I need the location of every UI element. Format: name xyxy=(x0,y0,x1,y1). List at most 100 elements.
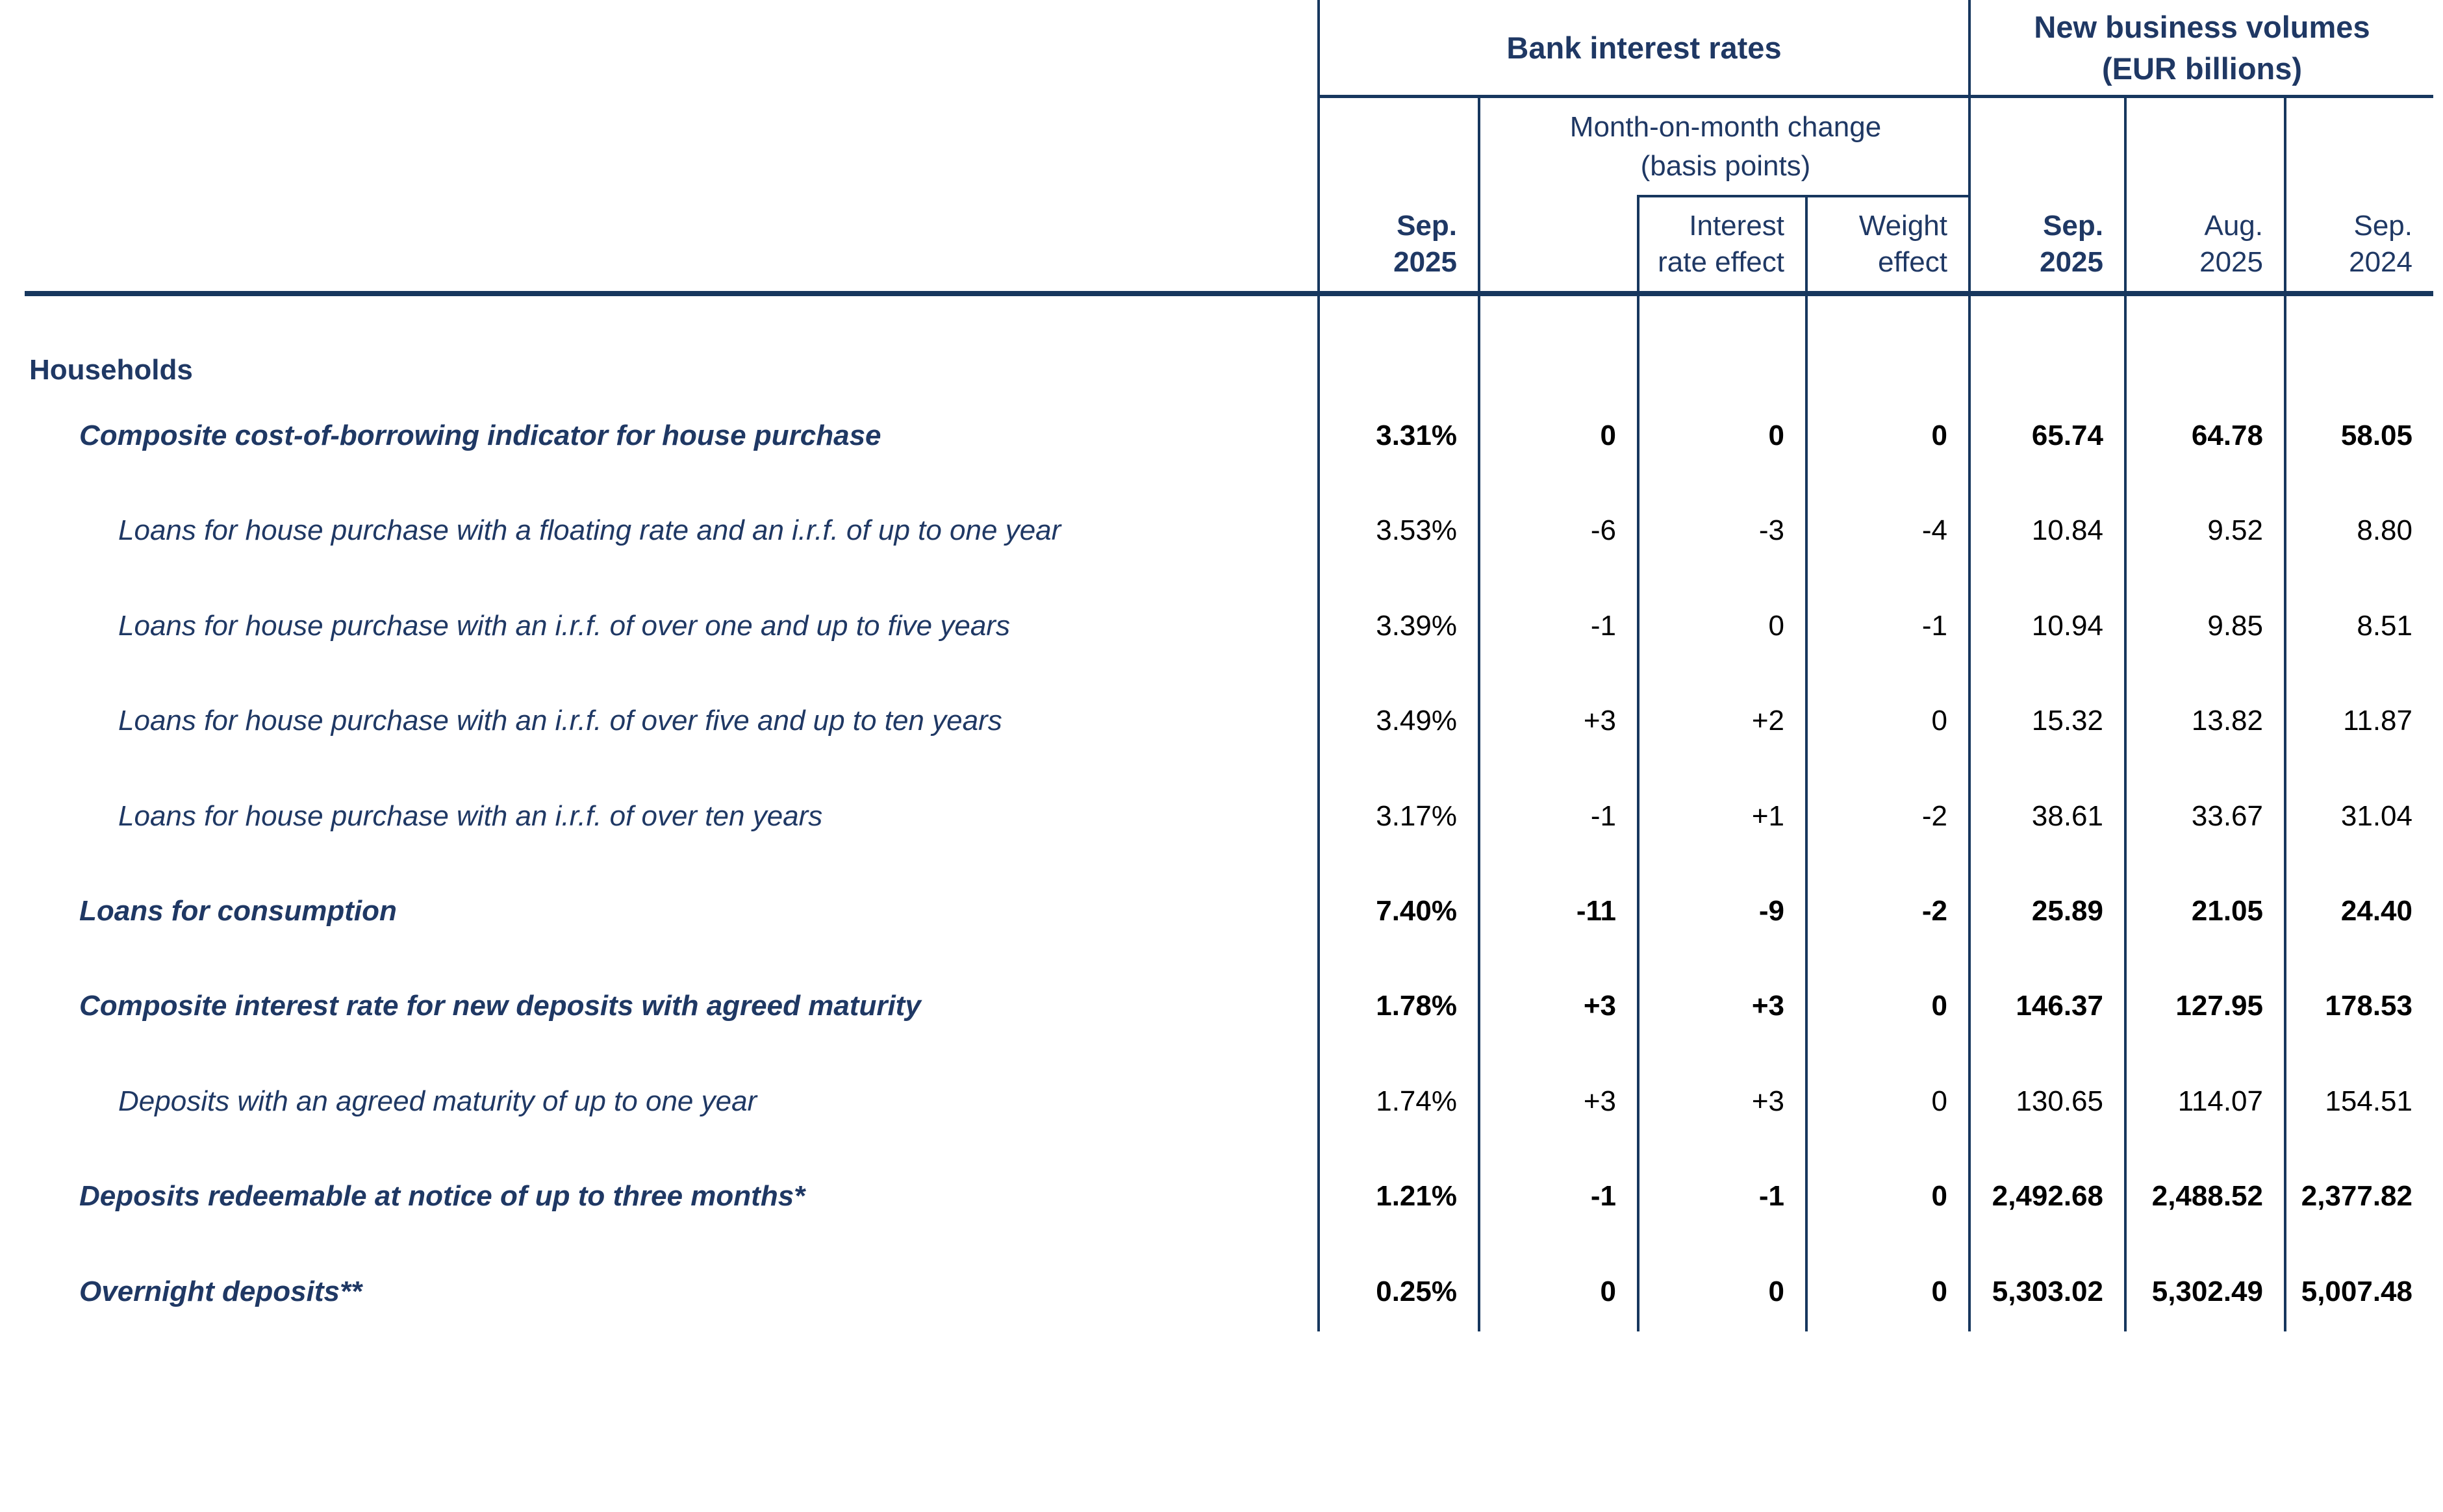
table-cell: 9.85 xyxy=(2207,610,2263,642)
mom-line2: (basis points) xyxy=(1640,150,1811,182)
row-label: Loans for consumption xyxy=(79,895,397,927)
table-cell: -1 xyxy=(1758,1180,1784,1212)
table-cell: +3 xyxy=(1583,1085,1616,1117)
table-cell: +3 xyxy=(1583,990,1616,1022)
table-cell: -11 xyxy=(1576,895,1616,927)
table-cell: 154.51 xyxy=(2325,1085,2412,1117)
row-label: Overnight deposits** xyxy=(79,1276,362,1307)
table-cell: +3 xyxy=(1751,990,1784,1022)
table-cell: 5,303.02 xyxy=(1992,1276,2103,1307)
table-cell: 38.61 xyxy=(2031,800,2103,832)
table-cell: -9 xyxy=(1758,895,1784,927)
table-cell: 1.21% xyxy=(1376,1180,1457,1212)
row-label: Loans for house purchase with a floating… xyxy=(118,514,1061,546)
column-header-line: rate effect xyxy=(1658,246,1784,278)
table-cell: 64.78 xyxy=(2191,420,2263,451)
table-cell: -1 xyxy=(1921,610,1947,642)
table-cell: 15.32 xyxy=(2031,705,2103,737)
row-label: Loans for house purchase with an i.r.f. … xyxy=(118,705,1002,737)
table-border xyxy=(1317,0,1320,1331)
column-header-line: Sep. xyxy=(2353,210,2412,242)
table-cell: 3.39% xyxy=(1376,610,1457,642)
table-cell: 65.74 xyxy=(2031,420,2103,451)
column-header-line: 2025 xyxy=(2040,246,2103,278)
row-label: Composite interest rate for new deposits… xyxy=(79,990,921,1022)
table-cell: 0 xyxy=(1768,420,1784,451)
table-cell: 3.17% xyxy=(1376,800,1457,832)
column-header-line: Sep. xyxy=(2043,210,2103,242)
table-cell: -1 xyxy=(1590,1180,1616,1212)
column-header-interest-rate-effect: Interest rate effect xyxy=(1639,208,1805,281)
group-header-label-line1: New business volumes xyxy=(2034,10,2370,44)
table-border xyxy=(2284,96,2286,1331)
column-header-line: effect xyxy=(1878,246,1947,278)
table-border xyxy=(1637,197,1639,1331)
table-cell: 0 xyxy=(1931,990,1947,1022)
table-cell: 25.89 xyxy=(2031,895,2103,927)
table-cell: 33.67 xyxy=(2191,800,2263,832)
table-cell: +1 xyxy=(1751,800,1784,832)
column-header-volume-sep-2025: Sep. 2025 xyxy=(1971,208,2124,281)
table-cell: 1.74% xyxy=(1376,1085,1457,1117)
table-border xyxy=(1968,0,1971,1331)
table-cell: 5,007.48 xyxy=(2301,1276,2412,1307)
table-cell: 7.40% xyxy=(1376,895,1457,927)
table-cell: 0 xyxy=(1931,1085,1947,1117)
table-cell: 10.84 xyxy=(2031,514,2103,546)
table-cell: 0 xyxy=(1931,1276,1947,1307)
table-cell: 2,488.52 xyxy=(2151,1180,2263,1212)
table-cell: 0 xyxy=(1768,1276,1784,1307)
table-cell: -2 xyxy=(1921,895,1947,927)
section-header-households: Households xyxy=(29,354,193,386)
table-cell: 5,302.49 xyxy=(2151,1276,2263,1307)
table-cell: 58.05 xyxy=(2340,420,2412,451)
table-cell: 3.31% xyxy=(1376,420,1457,451)
column-header-line: Sep. xyxy=(1397,210,1457,242)
table-cell: 8.51 xyxy=(2357,610,2412,642)
table-border xyxy=(25,291,2433,296)
table-cell: -2 xyxy=(1921,800,1947,832)
column-header-line: Interest xyxy=(1689,210,1784,242)
row-label: Loans for house purchase with an i.r.f. … xyxy=(118,610,1010,642)
table-cell: 10.94 xyxy=(2031,610,2103,642)
column-header-weight-effect: Weight effect xyxy=(1808,208,1968,281)
table-border xyxy=(1317,95,2433,98)
table-cell: -3 xyxy=(1758,514,1784,546)
table-cell: 0.25% xyxy=(1376,1276,1457,1307)
table-cell: 8.80 xyxy=(2357,514,2412,546)
table-cell: 0 xyxy=(1931,1180,1947,1212)
column-header-line: Weight xyxy=(1858,210,1947,242)
column-header-rate-sep-2025: Sep. 2025 xyxy=(1320,208,1478,281)
table-cell: 3.53% xyxy=(1376,514,1457,546)
table-cell: 13.82 xyxy=(2191,705,2263,737)
table-border xyxy=(1805,197,1808,1331)
table-cell: +3 xyxy=(1583,705,1616,737)
table-cell: 11.87 xyxy=(2343,705,2412,737)
table-cell: +2 xyxy=(1751,705,1784,737)
table-cell: 146.37 xyxy=(2016,990,2103,1022)
group-header-label: Bank interest rates xyxy=(1506,31,1782,65)
table-cell: 3.49% xyxy=(1376,705,1457,737)
table-cell: 21.05 xyxy=(2191,895,2263,927)
group-header-new-business-volumes: New business volumes (EUR billions) xyxy=(1971,5,2433,91)
table-cell: 9.52 xyxy=(2207,514,2263,546)
table-cell: 127.95 xyxy=(2175,990,2263,1022)
column-header-line: Aug. xyxy=(2204,210,2263,242)
group-header-bank-interest-rates: Bank interest rates xyxy=(1317,5,1971,91)
column-header-volume-aug-2025: Aug. 2025 xyxy=(2127,208,2284,281)
header-month-on-month-change: Month-on-month change (basis points) xyxy=(1480,108,1971,186)
table-cell: 0 xyxy=(1768,610,1784,642)
table-cell: 2,492.68 xyxy=(1992,1180,2103,1212)
group-header-label-line2: (EUR billions) xyxy=(2101,51,2303,86)
table-cell: -6 xyxy=(1590,514,1616,546)
table-cell: +3 xyxy=(1751,1085,1784,1117)
table-cell: -1 xyxy=(1590,610,1616,642)
table-cell: 2,377.82 xyxy=(2301,1180,2412,1212)
mom-line1: Month-on-month change xyxy=(1569,111,1882,143)
table-cell: 0 xyxy=(1600,420,1616,451)
table-cell: 24.40 xyxy=(2340,895,2412,927)
table-cell: 31.04 xyxy=(2340,800,2412,832)
table-cell: -4 xyxy=(1921,514,1947,546)
column-header-volume-sep-2024: Sep. 2024 xyxy=(2286,208,2433,281)
